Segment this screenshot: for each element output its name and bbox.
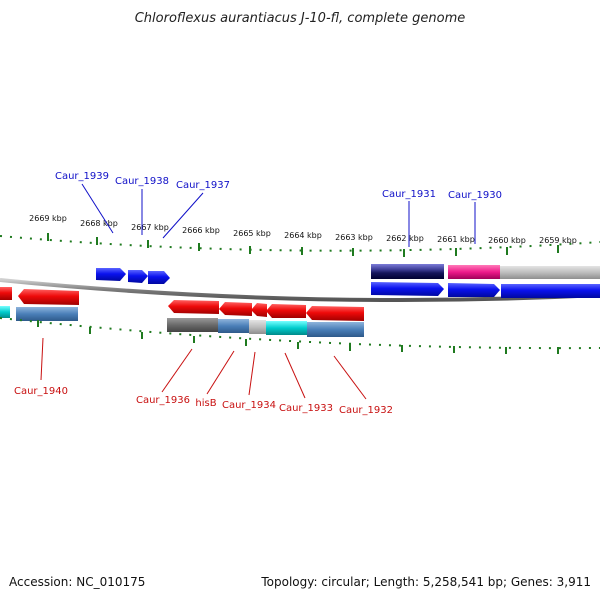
gene-caur-1936[interactable] [168, 300, 219, 314]
gene-track-steel-2[interactable] [307, 322, 364, 337]
label-caur-1936[interactable]: Caur_1936 [136, 395, 190, 406]
gene-caur-1933[interactable] [266, 304, 306, 318]
ruler-label-2660: 2660 kbp [488, 236, 526, 245]
gene-caur-1940[interactable] [18, 289, 79, 305]
reverse-genes [0, 287, 364, 337]
ruler-label-2659: 2659 kbp [539, 236, 577, 245]
label-caur-1934[interactable]: Caur_1934 [222, 400, 276, 411]
gene-hisb[interactable] [219, 302, 252, 316]
outer-ruler-ticks [47, 233, 559, 257]
inner-ruler-track [0, 317, 600, 350]
forward-label-leaders [81, 183, 476, 247]
ruler-labels: 2669 kbp 2668 kbp 2667 kbp 2666 kbp 2665… [29, 214, 577, 245]
gene-caur-1937[interactable] [148, 271, 170, 284]
gene-caur-1938[interactable] [128, 270, 148, 283]
gene-caur-1934[interactable] [251, 303, 267, 317]
label-caur-1933[interactable]: Caur_1933 [279, 403, 333, 414]
gene-track-steel-1[interactable] [218, 319, 249, 333]
gene-caur-1931[interactable] [371, 264, 444, 279]
gene-track-dgray[interactable] [167, 318, 218, 332]
gene-forward-gray[interactable] [500, 266, 600, 279]
outer-ruler-track [0, 235, 600, 252]
gene-left-red-edge[interactable] [0, 287, 12, 300]
label-caur-1930[interactable]: Caur_1930 [448, 190, 502, 201]
gene-caur-1939[interactable] [96, 268, 126, 281]
label-caur-1931[interactable]: Caur_1931 [382, 189, 436, 200]
gene-left-cyan-edge[interactable] [0, 306, 10, 318]
genome-summary-text: Topology: circular; Length: 5,258,541 bp… [260, 575, 591, 589]
ruler-label-2666: 2666 kbp [182, 226, 220, 235]
forward-gene-labels: Caur_1939 Caur_1938 Caur_1937 Caur_1931 … [55, 171, 502, 201]
forward-genes [96, 264, 600, 298]
map-title: Chloroflexus aurantiacus J-10-fl, comple… [135, 11, 466, 26]
label-caur-1939[interactable]: Caur_1939 [55, 171, 109, 182]
ruler-label-2663: 2663 kbp [335, 233, 373, 242]
label-caur-1938[interactable]: Caur_1938 [115, 176, 169, 187]
gene-caur-1930[interactable] [448, 265, 500, 279]
label-caur-1940[interactable]: Caur_1940 [14, 386, 68, 397]
ruler-label-2668: 2668 kbp [80, 219, 118, 228]
ruler-label-2667: 2667 kbp [131, 223, 169, 232]
ruler-label-2664: 2664 kbp [284, 231, 322, 240]
label-caur-1932[interactable]: Caur_1932 [339, 405, 393, 416]
gene-track-lgray[interactable] [249, 320, 266, 334]
ruler-label-2662: 2662 kbp [386, 234, 424, 243]
ruler-label-2669: 2669 kbp [29, 214, 67, 223]
inner-ruler-ticks [37, 320, 559, 354]
ruler-label-2661: 2661 kbp [437, 235, 475, 244]
reverse-gene-labels: Caur_1940 Caur_1936 hisB Caur_1934 Caur_… [14, 386, 393, 416]
gene-caur-1940-rna[interactable] [16, 307, 78, 321]
ruler-label-2665: 2665 kbp [233, 229, 271, 238]
accession-text: Accession: NC_010175 [9, 575, 145, 589]
gene-forward-blue-2[interactable] [448, 283, 500, 297]
gene-forward-blue-1[interactable] [371, 282, 444, 296]
label-hisb[interactable]: hisB [195, 398, 216, 409]
label-caur-1937[interactable]: Caur_1937 [176, 180, 230, 191]
gene-forward-blue-3[interactable] [501, 284, 600, 298]
gene-track-cyan[interactable] [266, 321, 307, 335]
gene-caur-1932[interactable] [306, 306, 364, 321]
reverse-label-leaders [40, 337, 367, 400]
genome-backbone [0, 278, 600, 302]
